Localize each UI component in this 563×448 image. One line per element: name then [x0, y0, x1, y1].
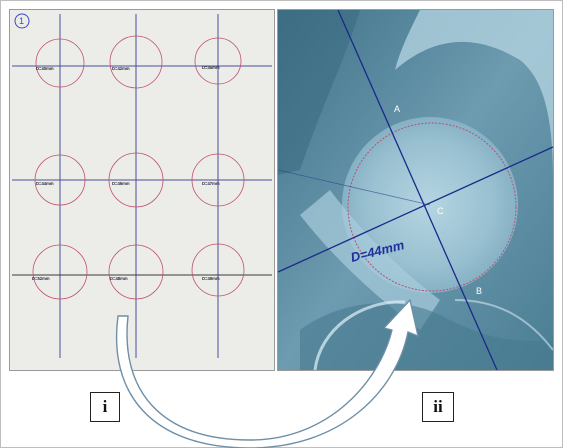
template-diameter-label: D=45mm	[202, 65, 220, 70]
template-diameter-label: D=47mm	[202, 181, 220, 186]
template-sheet: 1 D=40mm D=42mm D=45mm D=44mm D=46mm D=4…	[10, 10, 274, 370]
template-circle	[108, 244, 164, 300]
template-circle	[32, 244, 88, 300]
template-circle	[191, 153, 245, 207]
page-number-badge	[14, 13, 30, 29]
panel-label-i: i	[90, 392, 120, 422]
helper-line	[278, 169, 431, 206]
template-diameter-label: D=52mm	[32, 276, 50, 281]
panel-label-ii: ii	[422, 392, 454, 422]
perpendicular-line	[278, 146, 553, 273]
template-diameter-label: D=46mm	[112, 181, 130, 186]
point-b-label: B	[476, 286, 482, 296]
fitted-head-circle	[347, 122, 517, 292]
xray-image: A B C D=44mm	[278, 10, 553, 370]
point-a-label: A	[394, 104, 400, 114]
point-c-label: C	[437, 206, 444, 216]
template-circle	[35, 38, 85, 88]
template-diameter-label: D=49mm	[202, 276, 220, 281]
template-circle	[108, 152, 164, 208]
femoral-axis-line	[337, 10, 498, 370]
template-diameter-label: D=48mm	[110, 276, 128, 281]
template-circle	[34, 154, 86, 206]
template-diameter-label: D=44mm	[36, 181, 54, 186]
page-number: 1	[19, 16, 24, 26]
template-circle	[194, 37, 242, 85]
template-diameter-label: D=40mm	[36, 66, 54, 71]
template-circle	[109, 35, 163, 89]
template-circle	[191, 243, 245, 297]
template-diameter-label: D=42mm	[112, 66, 130, 71]
transfer-arrow	[115, 299, 419, 448]
